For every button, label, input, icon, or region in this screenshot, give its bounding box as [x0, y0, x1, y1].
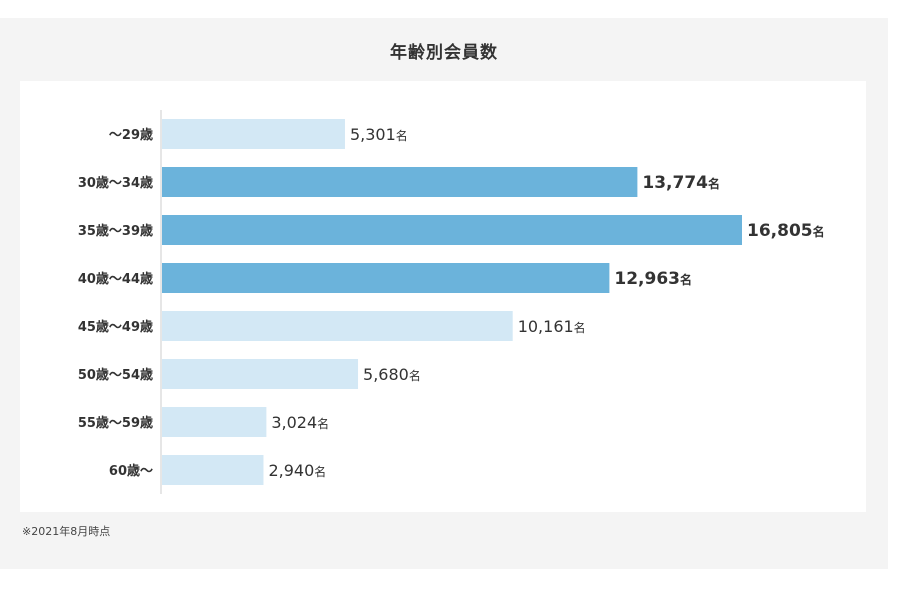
value-number: 5,680 [363, 365, 409, 384]
category-label: 30歳～34歳 [78, 175, 153, 191]
chart-title: 年齢別会員数 [390, 43, 498, 63]
category-label: 60歳～ [109, 463, 153, 479]
value-unit: 名 [813, 224, 825, 239]
category-label: 45歳～49歳 [78, 319, 153, 335]
bar [162, 407, 267, 437]
value-unit: 名 [680, 272, 692, 287]
value-label: 5,680名 [363, 365, 421, 384]
value-unit: 名 [574, 320, 586, 335]
value-label: 5,301名 [350, 125, 408, 144]
value-label: 10,161名 [518, 317, 586, 336]
category-label: 40歳～44歳 [78, 271, 153, 287]
value-number: 10,161 [518, 317, 574, 336]
value-label: 12,963名 [614, 269, 692, 289]
value-unit: 名 [708, 176, 720, 191]
footnote: ※2021年8月時点 [22, 525, 111, 538]
category-label: 35歳～39歳 [78, 223, 153, 239]
bar [162, 359, 359, 389]
value-label: 2,940名 [268, 461, 326, 480]
bar [162, 263, 610, 293]
value-label: 13,774名 [642, 173, 720, 193]
value-label: 16,805名 [747, 221, 825, 241]
value-number: 3,024 [271, 413, 317, 432]
value-number: 12,963 [614, 269, 680, 289]
value-number: 13,774 [642, 173, 708, 193]
value-label: 3,024名 [271, 413, 329, 432]
value-unit: 名 [317, 416, 329, 431]
bar [162, 215, 742, 245]
value-number: 5,301 [350, 125, 396, 144]
bar [162, 167, 638, 197]
bar [162, 119, 345, 149]
value-unit: 名 [409, 368, 421, 383]
value-unit: 名 [314, 464, 326, 479]
value-number: 2,940 [268, 461, 314, 480]
value-unit: 名 [396, 128, 408, 143]
category-label: ～29歳 [109, 127, 153, 143]
category-label: 55歳～59歳 [78, 415, 153, 431]
category-label: 50歳～54歳 [78, 367, 153, 383]
bar [162, 311, 513, 341]
value-number: 16,805 [747, 221, 813, 241]
bar [162, 455, 264, 485]
